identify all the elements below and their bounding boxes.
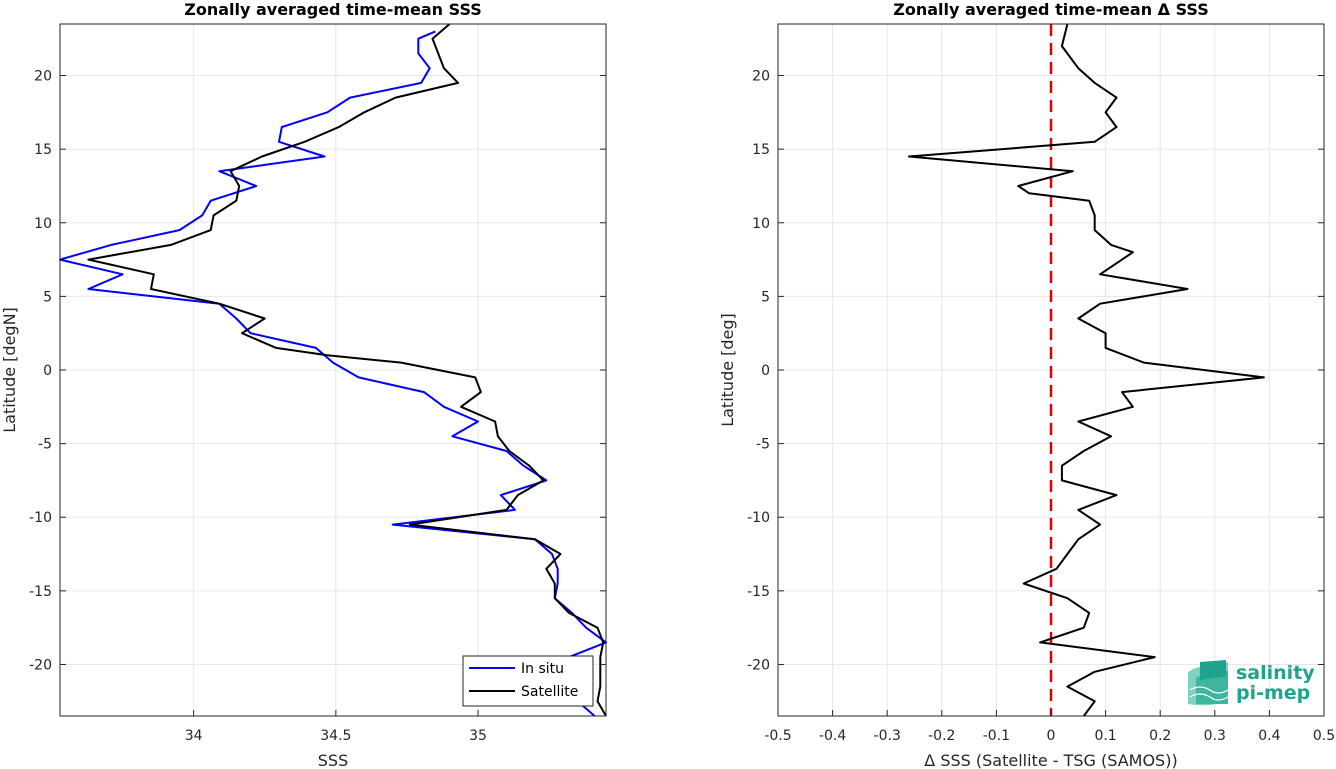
right-y-tick-label: 20 <box>752 69 770 85</box>
right-x-tick-label: -0.1 <box>983 728 1010 744</box>
right-x-tick-label: 0.5 <box>1313 728 1335 744</box>
right-x-tick-label: -0.5 <box>764 728 791 744</box>
right-y-tick-label: 0 <box>761 363 770 379</box>
right-x-ticks: -0.5 -0.4 -0.3 -0.2 -0.1 0 0.1 0.2 0.3 0.4 0.5 <box>764 710 1335 744</box>
right-x-tick-label: -0.3 <box>874 728 901 744</box>
left-y-tick-label: 0 <box>43 363 52 379</box>
left-x-tick-label: 34 <box>185 728 203 744</box>
right-y-tick-label: -15 <box>747 584 770 600</box>
legend-in-situ-label: In situ <box>521 661 564 677</box>
legend-box <box>462 655 594 707</box>
left-y-tick-label: -20 <box>29 657 52 673</box>
left-y-axis-label: Latitude [degN] <box>0 307 19 433</box>
logo-text-pi-mep: pi-mep <box>1236 682 1310 704</box>
left-y-tick-label: 10 <box>34 216 52 232</box>
right-x-tick-label: -0.2 <box>928 728 955 744</box>
left-chart-panel: 34 34.5 35 20 15 10 5 0 -5 -10 -15 -20 Zonally ave… <box>0 0 607 769</box>
left-chart-title: Zonally averaged time-mean SSS <box>184 0 482 19</box>
left-y-tick-label: 20 <box>34 69 52 85</box>
left-y-tick-label: 15 <box>34 142 52 158</box>
right-x-axis-label: Δ SSS (Satellite - TSG (SAMOS)) <box>924 751 1177 769</box>
right-x-tick-label: 0.4 <box>1258 728 1280 744</box>
left-y-tick-label: -15 <box>29 584 52 600</box>
right-y-tick-label: 15 <box>752 142 770 158</box>
legend: In situ Satellite <box>462 655 594 707</box>
right-series-group <box>908 23 1265 717</box>
right-y-tick-label: -10 <box>747 510 770 526</box>
salinity-pi-mep-logo: salinity pi-mep <box>1188 660 1315 706</box>
series-line-in-situ <box>59 30 607 717</box>
right-chart-panel: -0.5 -0.4 -0.3 -0.2 -0.1 0 0.1 0.2 0.3 0.4 0.5 20 1… <box>718 0 1335 769</box>
series-line-satellite <box>87 23 607 717</box>
right-x-tick-label: 0 <box>1047 728 1056 744</box>
right-y-tick-label: 10 <box>752 216 770 232</box>
right-x-tick-label: 0.3 <box>1204 728 1226 744</box>
left-series-group <box>59 23 607 717</box>
left-grid <box>60 24 606 716</box>
left-y-tick-label: 5 <box>43 289 52 305</box>
left-x-tick-label: 35 <box>469 728 487 744</box>
right-x-tick-label: -0.4 <box>819 728 846 744</box>
right-x-tick-label: 0.1 <box>1094 728 1116 744</box>
salinity-pi-mep-logo-icon <box>1188 660 1229 706</box>
right-chart-title: Zonally averaged time-mean Δ SSS <box>893 0 1209 19</box>
right-y-tick-label: -20 <box>747 657 770 673</box>
series-line-delta-sss <box>908 23 1265 717</box>
left-y-ticks: 20 15 10 5 0 -5 -10 -15 -20 <box>29 69 606 673</box>
left-x-axis-label: SSS <box>318 751 348 769</box>
right-y-tick-label: 5 <box>761 289 770 305</box>
right-y-ticks: 20 15 10 5 0 -5 -10 -15 -20 <box>747 69 1324 673</box>
left-x-tick-label: 34.5 <box>320 728 351 744</box>
left-x-ticks: 34 34.5 35 <box>185 710 487 744</box>
right-y-tick-label: -5 <box>756 437 770 453</box>
legend-satellite-label: Satellite <box>521 684 578 700</box>
left-y-tick-label: -5 <box>38 437 52 453</box>
right-x-tick-label: 0.2 <box>1149 728 1171 744</box>
right-y-axis-label: Latitude [deg] <box>718 313 737 427</box>
logo-text-salinity: salinity <box>1236 662 1315 684</box>
left-y-tick-label: -10 <box>29 510 52 526</box>
